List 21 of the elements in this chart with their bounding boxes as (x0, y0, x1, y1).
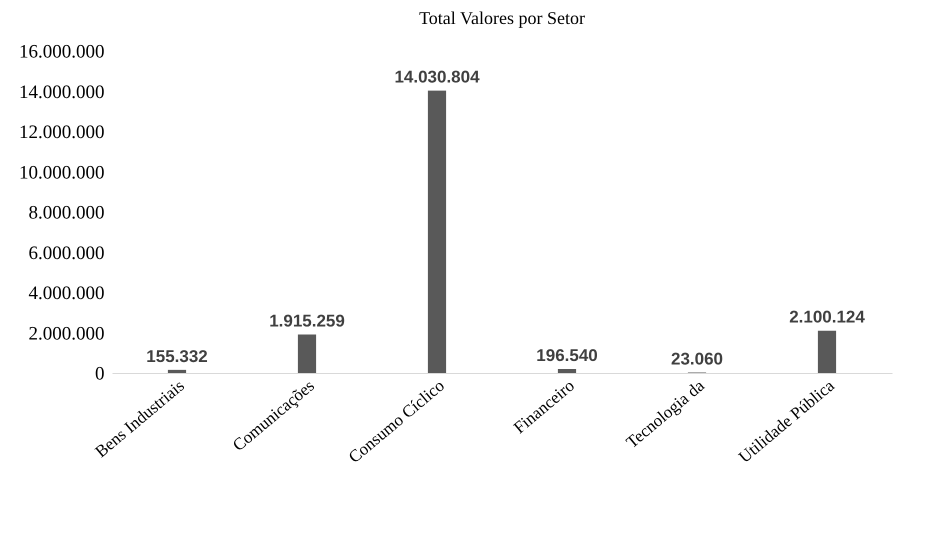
data-label: 23.060 (671, 350, 723, 369)
y-tick-label: 12.000.000 (19, 122, 104, 143)
bar (298, 334, 316, 373)
y-tick-label: 14.000.000 (19, 82, 104, 103)
data-label: 1.915.259 (269, 311, 345, 330)
bar (168, 370, 186, 373)
data-label: 196.540 (536, 346, 598, 366)
data-label: 14.030.804 (394, 68, 480, 87)
y-tick-label: 6.000.000 (28, 242, 104, 264)
chart-title: Total Valores por Setor (419, 8, 585, 28)
bar (818, 330, 836, 373)
data-label: 2.100.124 (789, 308, 866, 327)
y-tick-label: 0 (95, 364, 104, 384)
y-tick-label: 4.000.000 (28, 283, 104, 304)
y-tick-label: 10.000.000 (19, 162, 104, 184)
bar (428, 90, 446, 373)
bar (558, 369, 576, 373)
y-tick-label: 8.000.000 (28, 202, 104, 224)
y-tick-label: 2.000.000 (28, 323, 104, 344)
y-tick-label: 16.000.000 (19, 42, 104, 62)
data-label: 155.332 (146, 346, 208, 366)
